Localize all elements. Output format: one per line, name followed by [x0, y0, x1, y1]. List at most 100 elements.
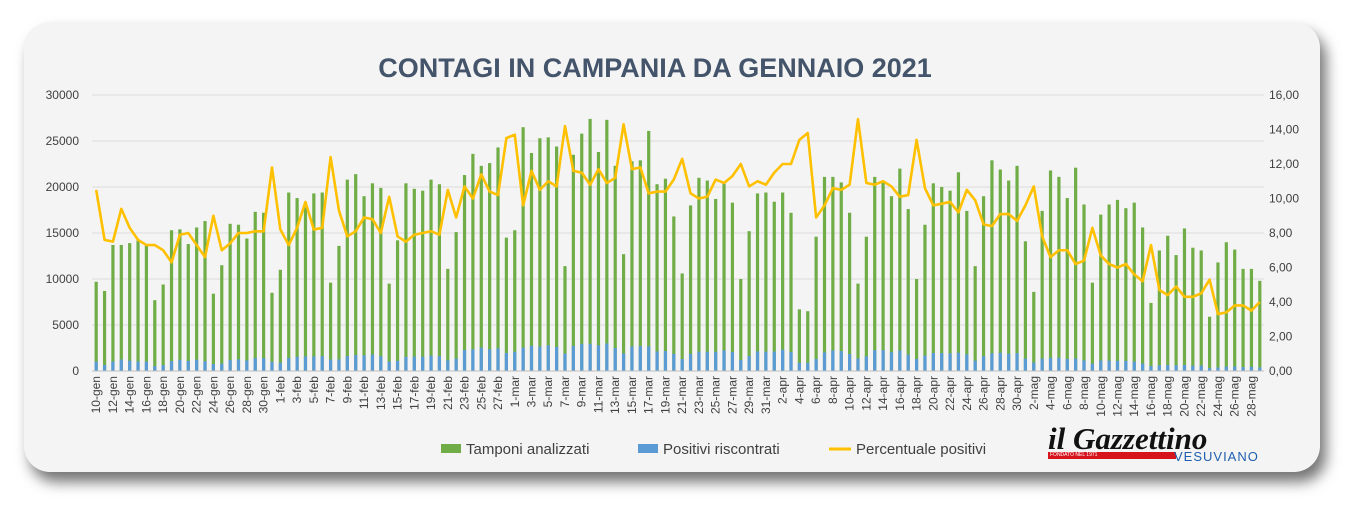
bar-tamponi	[362, 196, 366, 371]
bar-tamponi	[705, 180, 709, 371]
bar-tamponi	[1032, 291, 1036, 371]
x-tick-label: 4-mag	[1044, 376, 1058, 410]
bar-positivi	[295, 356, 299, 371]
bar-positivi	[278, 362, 282, 371]
bar-positivi	[906, 354, 910, 371]
bar-positivi	[379, 356, 383, 371]
bar-positivi	[1216, 367, 1220, 371]
y-right-tick-label: 2,00	[1269, 330, 1293, 344]
x-tick-label: 28-mag	[1244, 376, 1258, 417]
bar-positivi	[1074, 358, 1078, 371]
bar-positivi	[504, 352, 508, 371]
bar-tamponi	[1149, 302, 1153, 371]
y-right-tick-label: 4,00	[1269, 295, 1293, 309]
bar-positivi	[822, 352, 827, 371]
y-right-tick-label: 14,00	[1269, 123, 1299, 137]
bar-positivi	[521, 347, 525, 371]
bar-tamponi	[1174, 255, 1178, 371]
bar-positivi	[1249, 366, 1254, 371]
bar-tamponi	[1258, 280, 1262, 371]
bar-tamponi	[613, 165, 617, 371]
x-tick-label: 14-apr	[876, 376, 890, 411]
x-tick-label: 12-mag	[1111, 376, 1125, 417]
bar-tamponi	[588, 118, 592, 371]
bar-positivi	[496, 348, 500, 371]
bar-positivi	[839, 351, 843, 371]
x-tick-label: 23-feb	[458, 376, 472, 410]
bar-positivi	[94, 361, 98, 371]
x-tick-label: 4-apr	[792, 376, 806, 404]
bar-tamponi	[128, 243, 132, 371]
bar-positivi	[178, 359, 182, 371]
bar-tamponi	[546, 137, 550, 371]
x-tick-label: 13-mar	[608, 376, 622, 414]
bar-tamponi	[370, 183, 375, 371]
x-tick-label: 11-feb	[357, 376, 371, 409]
x-tick-label: 12-apr	[859, 376, 873, 411]
bar-tamponi	[856, 283, 860, 371]
x-tick-label: 21-feb	[441, 376, 455, 410]
bar-positivi	[739, 359, 743, 371]
bar-tamponi	[697, 177, 701, 371]
bar-positivi	[169, 361, 174, 371]
bar-tamponi	[195, 227, 199, 371]
bar-positivi	[797, 362, 801, 371]
bar-positivi	[764, 351, 768, 371]
bar-positivi	[1166, 365, 1170, 371]
bar-tamponi	[529, 152, 534, 371]
bar-tamponi	[446, 268, 450, 371]
bar-tamponi	[220, 265, 224, 371]
bar-tamponi	[1132, 202, 1136, 371]
bar-tamponi	[1157, 250, 1161, 371]
x-tick-label: 30-gen	[257, 376, 271, 413]
bar-tamponi	[655, 184, 659, 371]
bar-positivi	[437, 356, 442, 371]
x-tick-label: 10-gen	[89, 376, 103, 413]
bar-tamponi	[328, 282, 333, 371]
y-right-tick-label: 6,00	[1269, 261, 1293, 275]
bar-positivi	[270, 361, 274, 371]
x-tick-label: 3-feb	[290, 376, 304, 404]
bar-tamponi	[119, 244, 123, 371]
x-tick-label: 27-feb	[491, 376, 505, 410]
chart-title: CONTAGI IN CAMPANIA DA GENNAIO 2021	[378, 53, 932, 83]
bar-tamponi	[1233, 249, 1237, 371]
x-tick-label: 9-feb	[340, 376, 354, 404]
bar-tamponi	[948, 190, 952, 371]
bar-tamponi	[521, 127, 525, 371]
bar-tamponi	[320, 192, 324, 371]
bar-positivi	[128, 360, 132, 371]
bar-tamponi	[781, 192, 785, 371]
bar-positivi	[479, 347, 483, 371]
x-tick-label: 16-mag	[1144, 376, 1158, 417]
bar-positivi	[1099, 360, 1103, 371]
bar-positivi	[362, 355, 366, 371]
bar-tamponi	[772, 201, 776, 371]
bar-tamponi	[303, 207, 308, 371]
bar-positivi	[1241, 367, 1245, 371]
bar-tamponi	[496, 147, 500, 371]
bar-positivi	[144, 361, 149, 371]
x-tick-label: 8-mag	[1077, 376, 1091, 410]
bar-positivi	[471, 349, 475, 371]
y-right-tick-label: 0,00	[1269, 364, 1293, 378]
bar-positivi	[228, 360, 232, 371]
bar-tamponi	[755, 193, 760, 371]
x-tick-label: 26-gen	[223, 376, 237, 413]
x-tick-label: 2-apr	[776, 376, 790, 404]
bar-tamponi	[839, 182, 843, 371]
bar-positivi	[1207, 368, 1212, 371]
bar-positivi	[429, 355, 433, 371]
bar-positivi	[613, 348, 617, 371]
bar-tamponi	[563, 266, 567, 371]
bar-positivi	[1174, 365, 1178, 371]
x-tick-label: 21-mar	[675, 376, 689, 414]
series-tamponi-bars	[94, 118, 1262, 371]
x-tick-label: 25-mar	[709, 376, 723, 414]
bar-tamponi	[1007, 180, 1011, 371]
x-tick-label: 6-mag	[1060, 376, 1074, 410]
bar-positivi	[571, 345, 575, 371]
bar-positivi	[320, 356, 324, 371]
bar-positivi	[195, 359, 199, 371]
